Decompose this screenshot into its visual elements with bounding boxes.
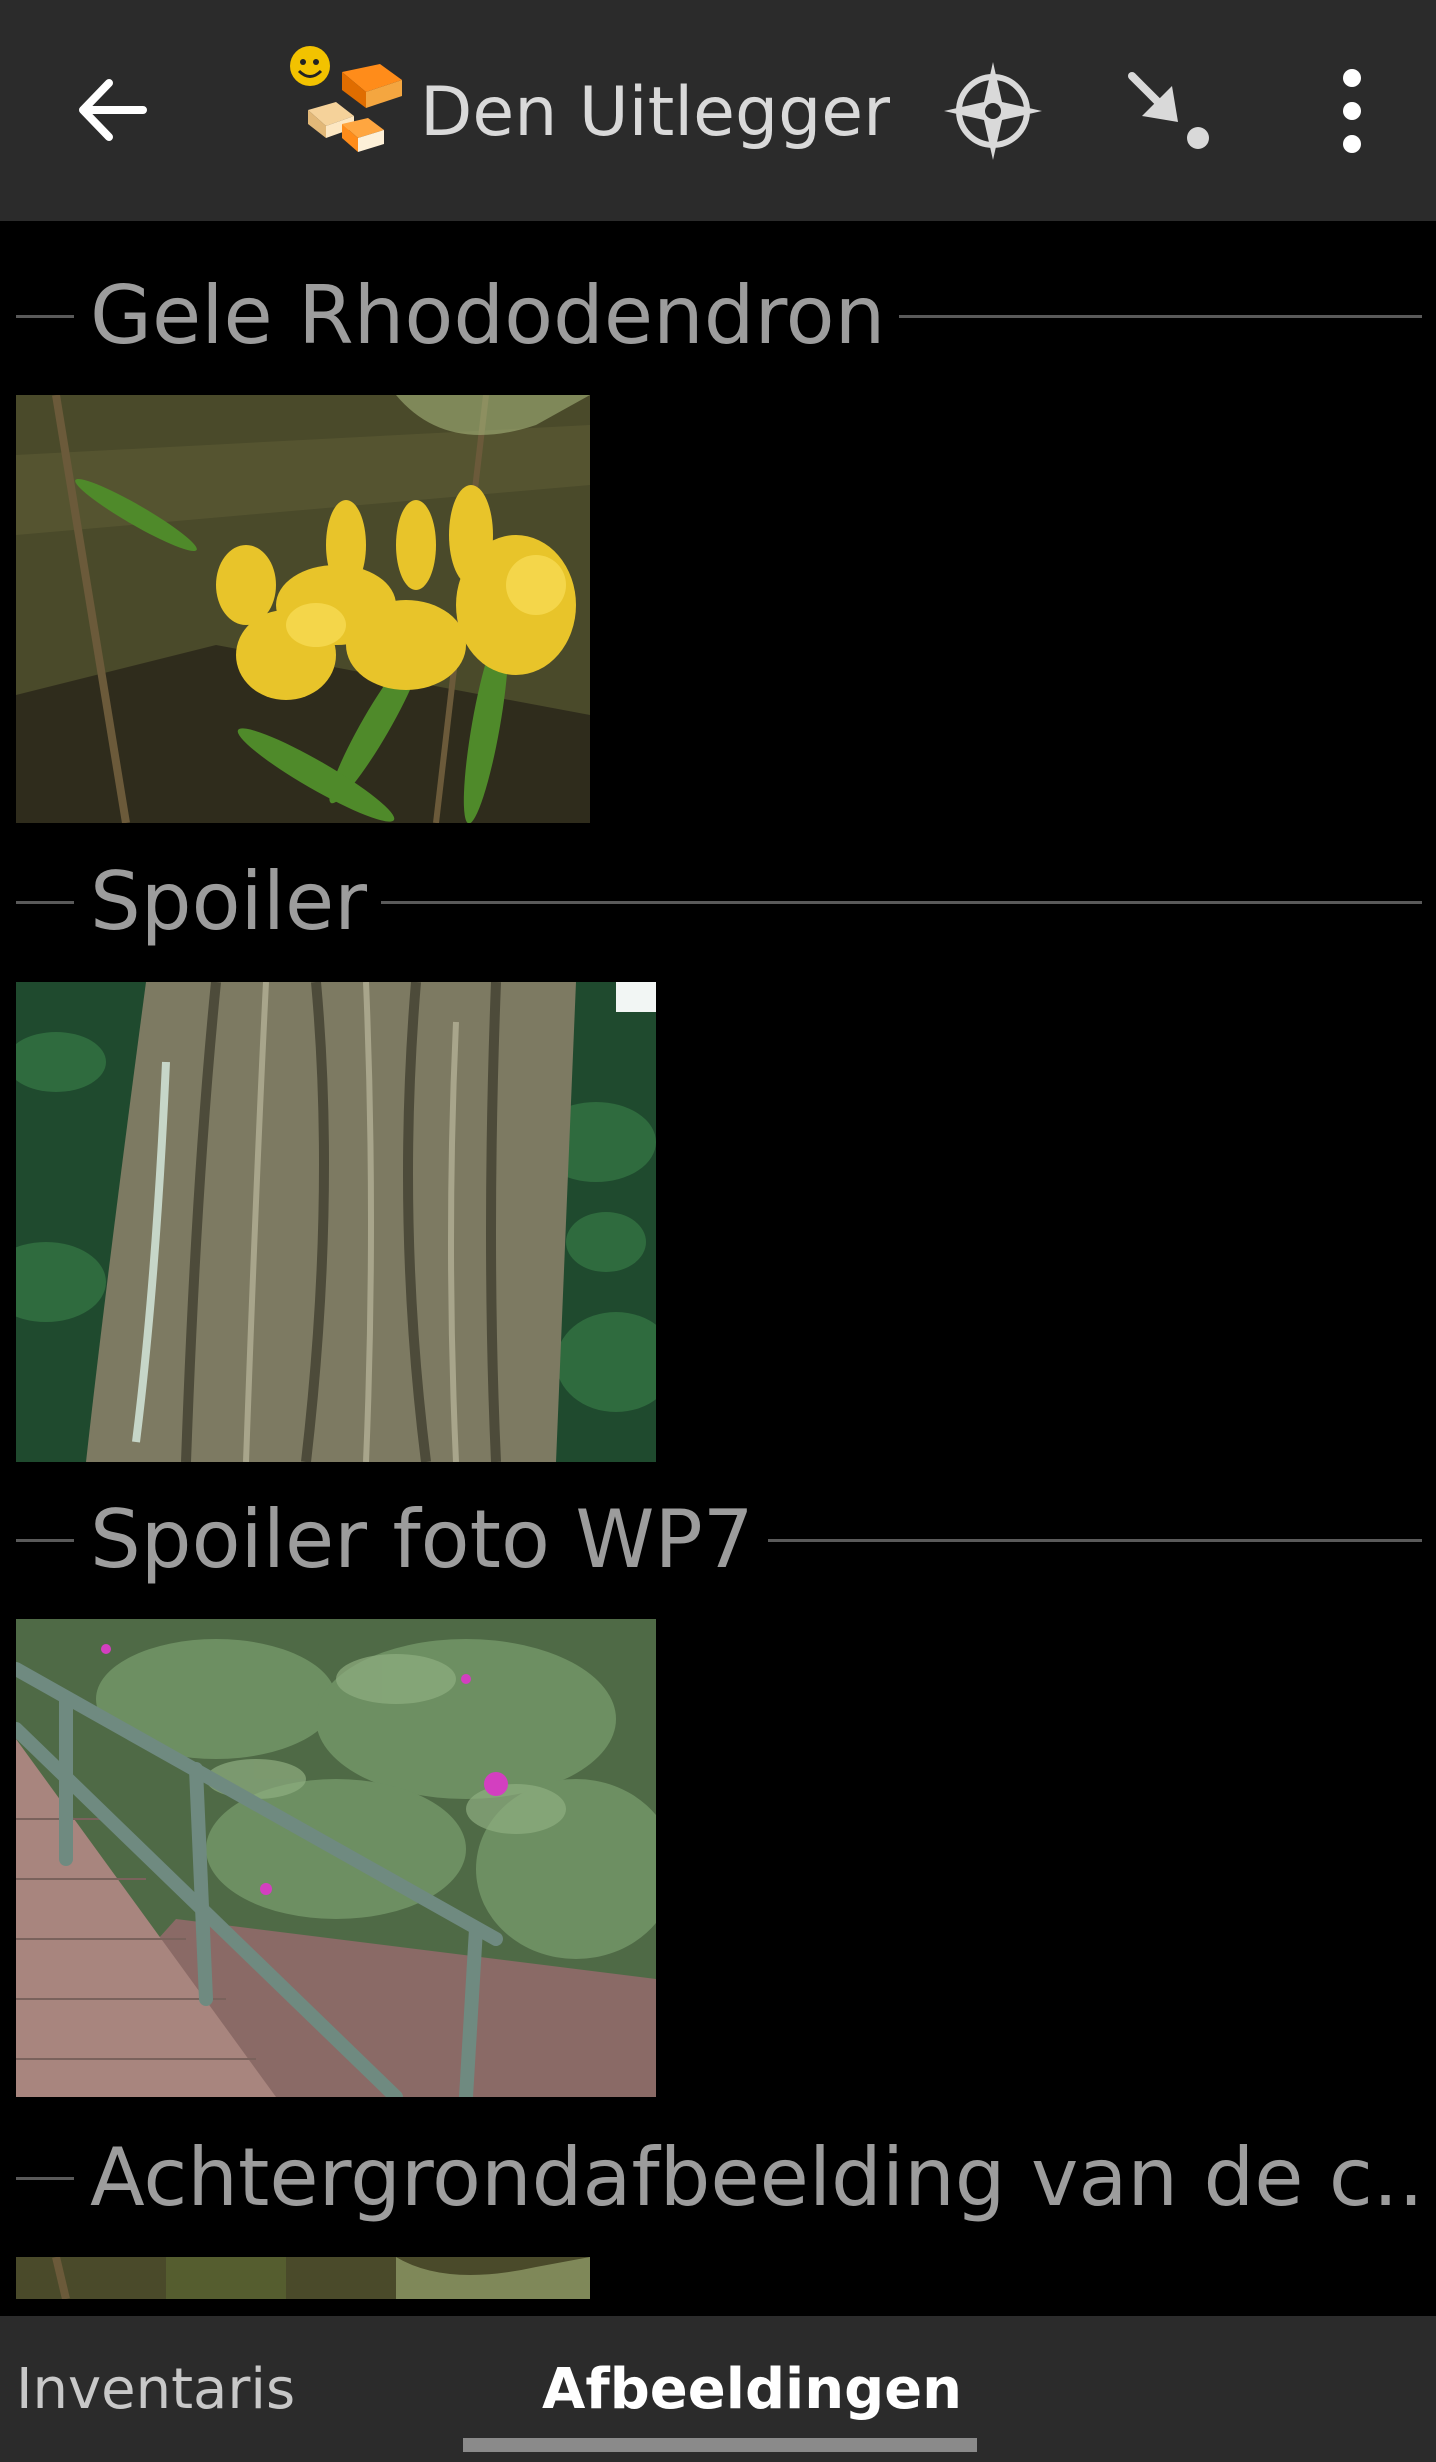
cache-smiley-logo-icon xyxy=(284,40,408,160)
section-title: Gele Rhododendron xyxy=(90,269,886,362)
app-title: Den Uitlegger... xyxy=(420,73,890,152)
background-photo-partial[interactable] xyxy=(16,2257,590,2299)
divider xyxy=(381,900,1422,904)
tree-trunk-photo[interactable] xyxy=(16,982,656,1462)
arrow-left-icon xyxy=(79,79,147,141)
compass-navigate-icon xyxy=(944,62,1042,160)
yellow-rhododendron-photo[interactable] xyxy=(16,395,590,823)
section-header: Spoiler foto WP7 xyxy=(16,1490,1422,1590)
section-title: Spoiler xyxy=(90,855,368,948)
tab-images[interactable]: Afbeeldingen xyxy=(542,2356,963,2422)
overflow-menu-button[interactable] xyxy=(1300,56,1404,166)
divider xyxy=(767,1538,1422,1542)
section-title: Spoiler foto WP7 xyxy=(90,1493,754,1586)
bottom-tab-bar: Inventaris Afbeeldingen xyxy=(0,2316,1436,2462)
divider xyxy=(899,314,1422,318)
section-header: Gele Rhododendron xyxy=(16,266,1422,366)
bridge-railing-shrubs-photo[interactable] xyxy=(16,1619,656,2097)
section-title: Achtergrondafbeelding van de c.. xyxy=(90,2131,1424,2224)
arrow-to-point-icon xyxy=(1128,72,1209,149)
tab-inventory[interactable]: Inventaris xyxy=(16,2356,296,2422)
section-header: Achtergrondafbeelding van de c.. xyxy=(16,2128,1424,2228)
navigate-button[interactable] xyxy=(938,56,1048,166)
divider xyxy=(16,2176,74,2180)
app-bar: Den Uitlegger... xyxy=(0,0,1436,221)
divider xyxy=(16,314,74,318)
download-button[interactable] xyxy=(1112,56,1222,166)
divider xyxy=(16,1538,74,1542)
back-button[interactable] xyxy=(62,60,162,160)
section-header: Spoiler xyxy=(16,852,1422,952)
divider xyxy=(16,900,74,904)
selected-tab-indicator xyxy=(463,2438,977,2452)
overflow-menu-icon xyxy=(1343,69,1361,153)
